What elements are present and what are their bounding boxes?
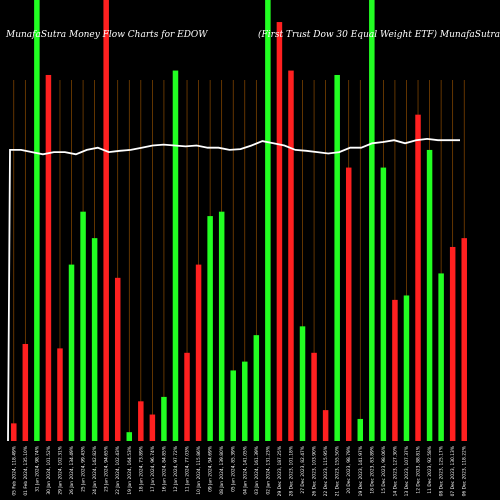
x-tick-label-28: 21 Dec 2023, 155.50%	[335, 446, 341, 496]
x-tick-label-32: 15 Dec 2023, 98.06%	[381, 446, 387, 494]
bar-14	[172, 70, 179, 441]
x-tick-label-3: 30 Jan 2024, 101.52%	[46, 446, 52, 495]
x-tick-label-7: 24 Jan 2024, 142.82%	[92, 446, 98, 495]
x-tick-label-25: 27 Dec 2023, 82.47%	[300, 446, 306, 494]
x-tick-label-22: 02 Jan 2024, 131.23%	[265, 446, 271, 495]
bar-26	[311, 352, 317, 441]
x-tick-label-15: 11 Jan 2024, 77.03%	[185, 446, 191, 492]
x-tick-label-2: 31 Jan 2024, 98.74%	[34, 446, 40, 492]
bar-24	[288, 70, 294, 441]
bar-10	[126, 432, 133, 441]
x-tick-label-29: 20 Dec 2023, 98.79%	[346, 446, 352, 494]
bar-5	[68, 264, 75, 441]
chart-title: MunafaSutra Money Flow Charts for EDOW	[5, 30, 208, 40]
x-tick-label-19: 05 Jan 2024, 85.39%	[231, 446, 237, 492]
bar-21	[253, 335, 260, 441]
bar-30	[357, 418, 364, 441]
price-line	[7, 137, 460, 442]
x-tick-label-5: 26 Jan 2024, 134.49%	[69, 446, 75, 495]
bar-38	[449, 246, 456, 441]
x-tick-label-31: 18 Dec 2023, 83.89%	[369, 446, 375, 494]
bar-23	[276, 22, 283, 442]
bar-8	[103, 0, 109, 441]
bar-1	[22, 343, 29, 441]
x-tick-label-38: 07 Dec 2023, 130.13%	[450, 446, 456, 496]
bar-39	[461, 238, 467, 441]
x-tick-label-37: 08 Dec 2023, 125.17%	[439, 446, 445, 496]
bar-31	[369, 0, 375, 441]
bar-16	[195, 264, 202, 441]
bar-25	[299, 326, 306, 441]
x-tick-label-8: 23 Jan 2024, 94.65%	[104, 446, 110, 492]
x-tick-label-26: 26 Dec 2023, 103.90%	[312, 446, 318, 496]
bar-27	[322, 410, 329, 441]
x-tick-label-12: 17 Jan 2024, 96.74%	[150, 446, 156, 492]
bar-12	[149, 414, 156, 441]
bar-17	[207, 216, 213, 441]
x-tick-label-13: 16 Jan 2024, 84.85%	[161, 446, 167, 492]
bar-22	[265, 0, 271, 441]
x-tick-label-17: 09 Jan 2024, 94.69%	[208, 446, 214, 492]
x-tick-label-20: 04 Jan 2024, 141.05%	[242, 446, 248, 495]
bar-4	[57, 348, 63, 441]
x-tick-label-11: 18 Jan 2024, 73.89%	[138, 446, 144, 492]
bar-36	[426, 149, 433, 441]
bar-20	[242, 361, 248, 441]
x-tick-label-36: 11 Dec 2023, 92.58%	[427, 446, 433, 494]
bars	[11, 0, 467, 442]
x-tick-label-34: 13 Dec 2023, 107.37%	[404, 446, 410, 496]
bar-3	[45, 74, 52, 441]
bar-29	[345, 167, 352, 441]
bar-13	[161, 396, 167, 441]
x-tick-label-10: 19 Jan 2024, 164.53%	[127, 446, 133, 495]
x-tick-label-14: 12 Jan 2024, 97.72%	[173, 446, 179, 492]
x-tick-label-6: 25 Jan 2024, 99.43%	[81, 446, 87, 492]
chart-subtitle: (First Trust Dow 30 Equal Weight ETF) Mu…	[258, 29, 500, 40]
x-tick-label-18: 08 Jan 2024, 139.80%	[219, 446, 225, 495]
x-tick-label-30: 19 Dec 2023, 141.97%	[358, 446, 364, 496]
bar-35	[415, 114, 421, 441]
x-tick-label-1: 01 Feb 2024, 135.10%	[23, 446, 29, 496]
x-tick-label-23: 29 Dec 2023, 187.25%	[277, 446, 283, 496]
x-tick-label-9: 22 Jan 2024, 102.43%	[115, 446, 121, 495]
x-tick-label-35: 12 Dec 2023, 88.81%	[416, 446, 422, 494]
bar-37	[438, 273, 444, 441]
bar-2	[34, 0, 40, 441]
price-line-layer	[7, 137, 460, 442]
x-tick-label-39: 06 Dec 2023, 118.22%	[462, 446, 468, 496]
bar-9	[114, 277, 121, 441]
x-tick-label-0: 05 Feb 2024, 118.49%	[11, 446, 17, 496]
x-tick-labels: 05 Feb 2024, 118.49% 01 Feb 2024, 135.10%…	[11, 446, 467, 496]
bar-7	[91, 238, 98, 441]
bar-28	[334, 74, 340, 441]
x-tick-label-33: 14 Dec 2023, 127.30%	[392, 446, 398, 496]
x-tick-label-27: 22 Dec 2023, 115.95%	[323, 446, 329, 496]
bar-6	[80, 211, 86, 441]
bar-15	[184, 352, 190, 441]
bar-34	[403, 295, 410, 441]
bar-33	[392, 299, 398, 441]
x-tick-label-21: 03 Jan 2024, 161.39%	[254, 446, 260, 495]
x-tick-label-16: 10 Jan 2024, 115.86%	[196, 446, 202, 495]
x-tick-label-24: 28 Dec 2023, 101.18%	[288, 446, 294, 496]
x-tick-label-4: 29 Jan 2024, 102.31%	[57, 446, 63, 495]
bar-0	[11, 423, 17, 441]
bar-11	[138, 401, 144, 441]
bar-32	[380, 167, 387, 441]
bar-19	[230, 370, 236, 441]
bar-18	[218, 211, 225, 441]
